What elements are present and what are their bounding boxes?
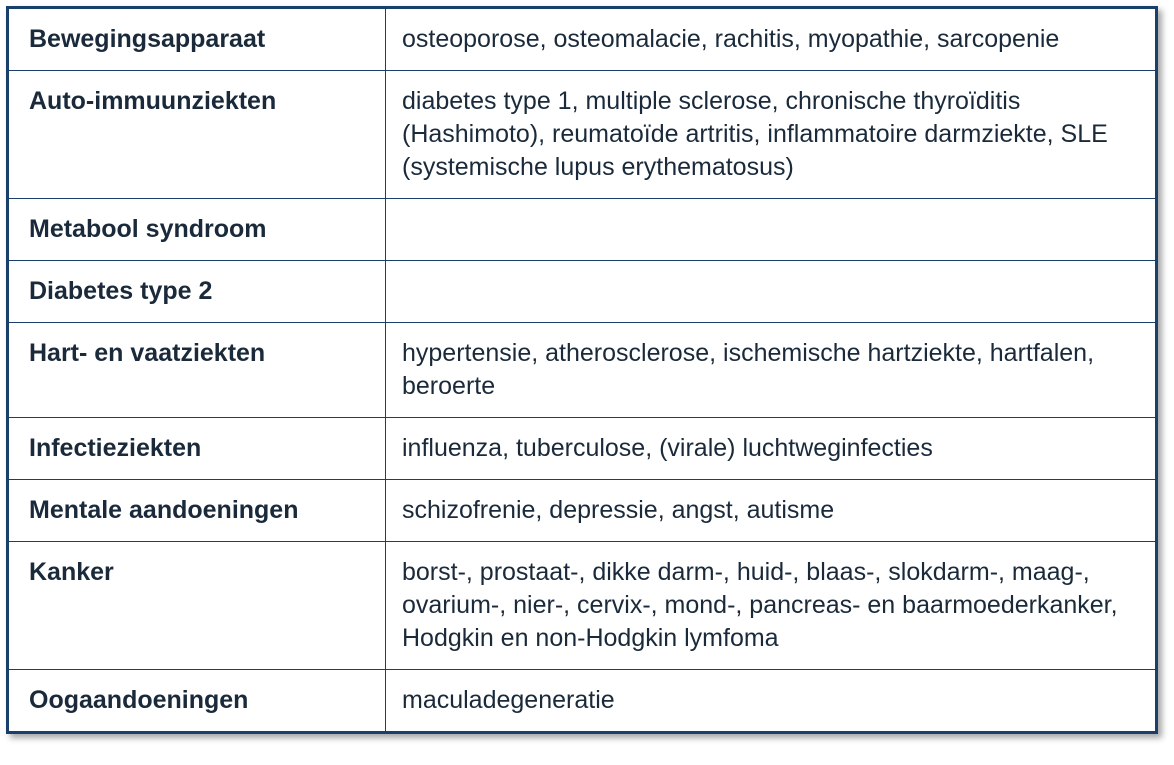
description-cell [386, 261, 1157, 323]
category-cell: Oogaandoeningen [8, 670, 386, 733]
description-cell: maculadegeneratie [386, 670, 1157, 733]
table-row: Oogaandoeningen maculadegeneratie [8, 670, 1157, 733]
table-row: Infectieziekten influenza, tuberculose, … [8, 418, 1157, 480]
table-row: Diabetes type 2 [8, 261, 1157, 323]
description-cell: hypertensie, atherosclerose, ischemische… [386, 323, 1157, 418]
category-cell: Metabool syndroom [8, 199, 386, 261]
description-cell: borst-, prostaat-, dikke darm-, huid-, b… [386, 542, 1157, 670]
description-cell: osteoporose, osteomalacie, rachitis, myo… [386, 8, 1157, 71]
category-cell: Diabetes type 2 [8, 261, 386, 323]
category-cell: Hart- en vaatziekten [8, 323, 386, 418]
table-row: Auto-immuunziekten diabetes type 1, mult… [8, 71, 1157, 199]
category-cell: Bewegingsapparaat [8, 8, 386, 71]
description-cell: influenza, tuberculose, (virale) luchtwe… [386, 418, 1157, 480]
table-row: Mentale aandoeningen schizofrenie, depre… [8, 480, 1157, 542]
description-cell: schizofrenie, depressie, angst, autisme [386, 480, 1157, 542]
table-row: Hart- en vaatziekten hypertensie, athero… [8, 323, 1157, 418]
table-row: Kanker borst-, prostaat-, dikke darm-, h… [8, 542, 1157, 670]
category-cell: Infectieziekten [8, 418, 386, 480]
disease-table-body: Bewegingsapparaat osteoporose, osteomala… [8, 8, 1157, 733]
description-cell [386, 199, 1157, 261]
table-row: Bewegingsapparaat osteoporose, osteomala… [8, 8, 1157, 71]
category-cell: Auto-immuunziekten [8, 71, 386, 199]
description-cell: diabetes type 1, multiple sclerose, chro… [386, 71, 1157, 199]
table-row: Metabool syndroom [8, 199, 1157, 261]
disease-table: Bewegingsapparaat osteoporose, osteomala… [6, 6, 1158, 734]
category-cell: Kanker [8, 542, 386, 670]
category-cell: Mentale aandoeningen [8, 480, 386, 542]
